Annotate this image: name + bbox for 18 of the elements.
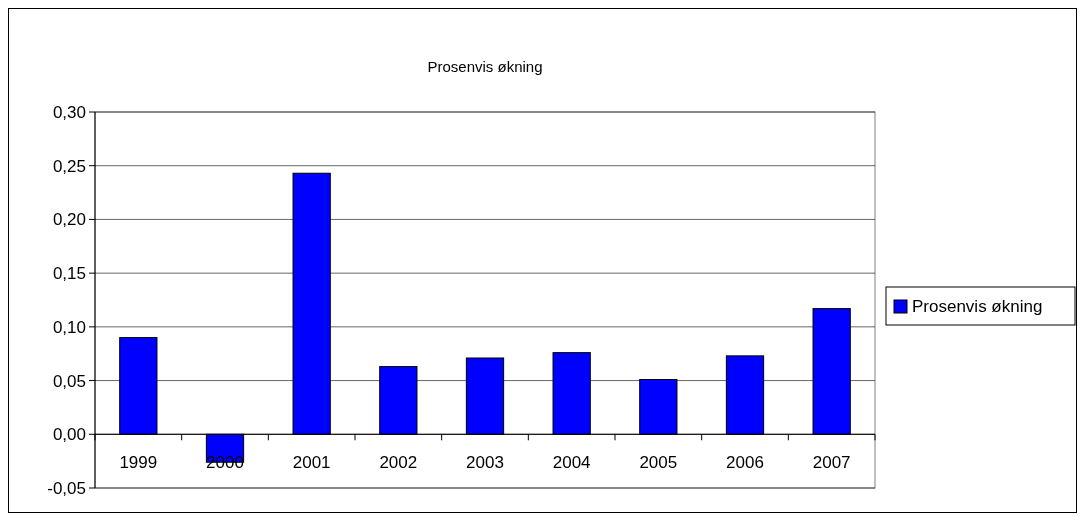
- chart-title: Prosenvis økning: [427, 58, 543, 75]
- y-tick-label: 0,15: [52, 264, 86, 284]
- x-tick-label: 2006: [726, 453, 764, 473]
- x-tick-label: 1999: [119, 453, 158, 473]
- y-tick-label: 0,05: [52, 371, 86, 391]
- y-tick-label: 0,10: [52, 317, 86, 337]
- y-tick-label: 0,20: [52, 210, 86, 230]
- x-tick-label: 2004: [552, 453, 591, 473]
- y-tick-label: 0,25: [52, 156, 86, 176]
- y-tick-label: -0,05: [47, 478, 86, 498]
- x-tick-label: 2003: [466, 453, 504, 473]
- x-tick-label: 2007: [812, 453, 851, 473]
- legend-label: Prosenvis økning: [912, 296, 1043, 316]
- y-tick-label: 0,30: [52, 102, 86, 122]
- x-tick-label: 2002: [379, 453, 418, 473]
- x-tick-label: 2005: [639, 453, 678, 473]
- y-tick-label: 0,00: [52, 425, 86, 445]
- x-tick-label: 2001: [292, 453, 331, 473]
